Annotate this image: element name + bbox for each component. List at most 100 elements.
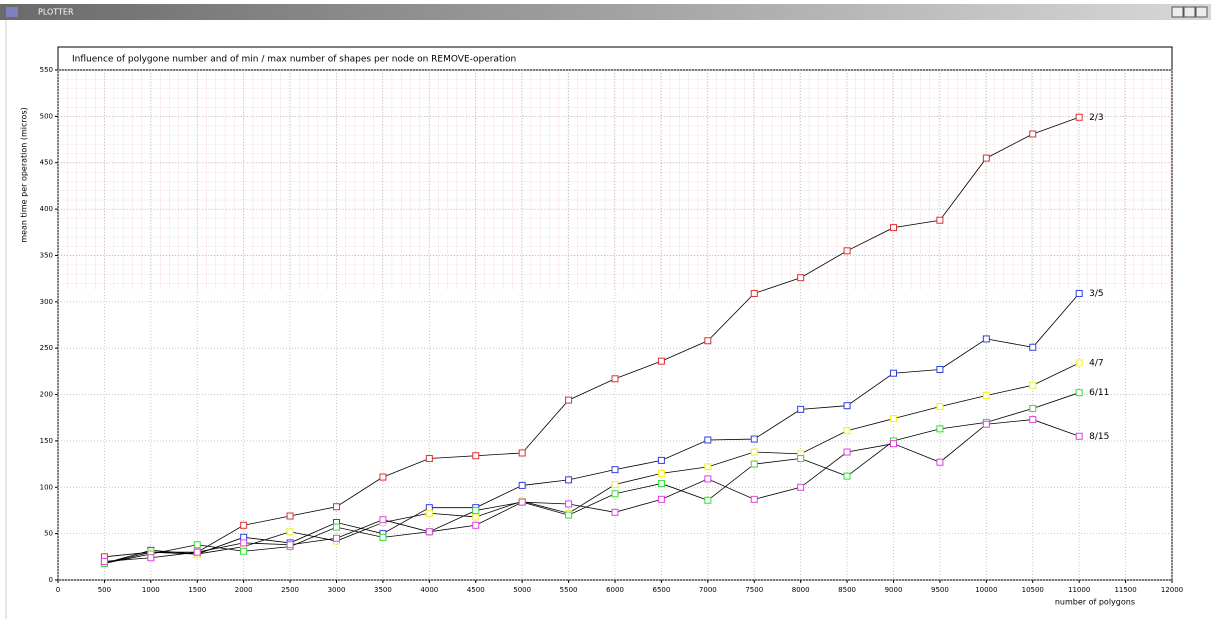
data-point (425, 455, 433, 463)
data-point (100, 557, 108, 565)
y-tick-label: 100 (40, 483, 53, 491)
data-point (379, 533, 387, 541)
x-tick-label: 10000 (975, 586, 997, 594)
data-point (425, 528, 433, 536)
x-tick-label: 5500 (560, 586, 578, 594)
data-point (1075, 113, 1083, 121)
y-axis-label: mean time per operation (micros) (20, 107, 29, 242)
data-point (611, 480, 619, 488)
series-label: 4/7 (1089, 359, 1103, 369)
data-point (472, 513, 480, 521)
y-tick-label: 0 (49, 576, 53, 584)
data-point (750, 289, 758, 297)
series-label: 2/3 (1089, 113, 1103, 123)
data-point (611, 490, 619, 498)
x-tick-label: 0 (56, 586, 60, 594)
x-tick-label: 8000 (792, 586, 810, 594)
data-point (611, 466, 619, 474)
data-point (1029, 416, 1037, 424)
series-line (104, 419, 1080, 562)
data-point (240, 521, 248, 529)
x-tick-label: 10500 (1022, 586, 1044, 594)
data-point (611, 375, 619, 383)
data-point (750, 460, 758, 468)
data-point (240, 539, 248, 547)
data-point (657, 480, 665, 488)
x-tick-label: 11000 (1068, 586, 1090, 594)
data-point (425, 509, 433, 517)
data-point (1029, 404, 1037, 412)
maximize-button[interactable] (1183, 6, 1196, 18)
data-point (1075, 289, 1083, 297)
chart-title: Influence of polygone number and of min … (72, 55, 516, 65)
y-tick-label: 400 (40, 205, 53, 213)
data-point (518, 449, 526, 457)
x-tick-label: 1000 (142, 586, 160, 594)
y-tick-label: 200 (40, 391, 53, 399)
window-title: PLOTTER (38, 8, 74, 17)
series-label: 8/15 (1089, 432, 1109, 442)
y-tick-label: 500 (40, 112, 53, 120)
data-point (982, 154, 990, 162)
data-point (565, 511, 573, 519)
data-point (843, 448, 851, 456)
data-point (1029, 343, 1037, 351)
data-point (704, 337, 712, 345)
x-tick-label: 4500 (467, 586, 485, 594)
data-point (472, 521, 480, 529)
x-tick-label: 1500 (188, 586, 206, 594)
data-point (750, 435, 758, 443)
x-tick-label: 11500 (1114, 586, 1136, 594)
data-point (472, 506, 480, 514)
data-point (936, 366, 944, 374)
data-point (333, 534, 340, 542)
data-point (379, 516, 387, 524)
data-point (704, 475, 712, 483)
series-line (104, 116, 1080, 558)
x-tick-label: 6500 (653, 586, 671, 594)
series-label: 6/11 (1089, 388, 1109, 398)
data-point (193, 541, 201, 549)
y-tick-label: 550 (40, 66, 53, 74)
data-point (936, 425, 944, 433)
data-point (333, 523, 340, 531)
data-point (657, 456, 665, 464)
data-point (750, 448, 758, 456)
data-point (936, 403, 944, 411)
x-tick-label: 12000 (1161, 586, 1183, 594)
data-point (565, 500, 573, 508)
x-tick-label: 7500 (745, 586, 763, 594)
data-point (472, 452, 480, 460)
data-point (565, 396, 573, 404)
data-point (518, 481, 526, 489)
data-point (611, 508, 619, 516)
data-point (657, 469, 665, 477)
x-tick-label: 5000 (513, 586, 531, 594)
data-point (982, 420, 990, 428)
window-buttons[interactable] (1171, 6, 1208, 18)
y-tick-label: 250 (40, 344, 53, 352)
data-point (147, 554, 155, 562)
data-point (286, 528, 294, 536)
data-point (890, 224, 897, 232)
data-point (1029, 381, 1037, 389)
y-tick-label: 350 (40, 251, 53, 259)
y-tick-label: 450 (40, 159, 53, 167)
data-point (982, 391, 990, 399)
x-tick-label: 3500 (374, 586, 392, 594)
minimize-button[interactable] (1171, 6, 1184, 18)
data-point (843, 427, 851, 435)
data-point (797, 274, 805, 282)
title-bar (0, 4, 1211, 20)
data-point (286, 541, 294, 549)
y-tick-label: 300 (40, 298, 53, 306)
data-point (518, 498, 526, 506)
data-point (750, 495, 758, 503)
data-point (843, 247, 851, 255)
close-button[interactable] (1195, 6, 1208, 18)
x-tick-label: 2500 (281, 586, 299, 594)
data-point (890, 369, 897, 377)
data-point (704, 436, 712, 444)
data-point (890, 440, 897, 448)
